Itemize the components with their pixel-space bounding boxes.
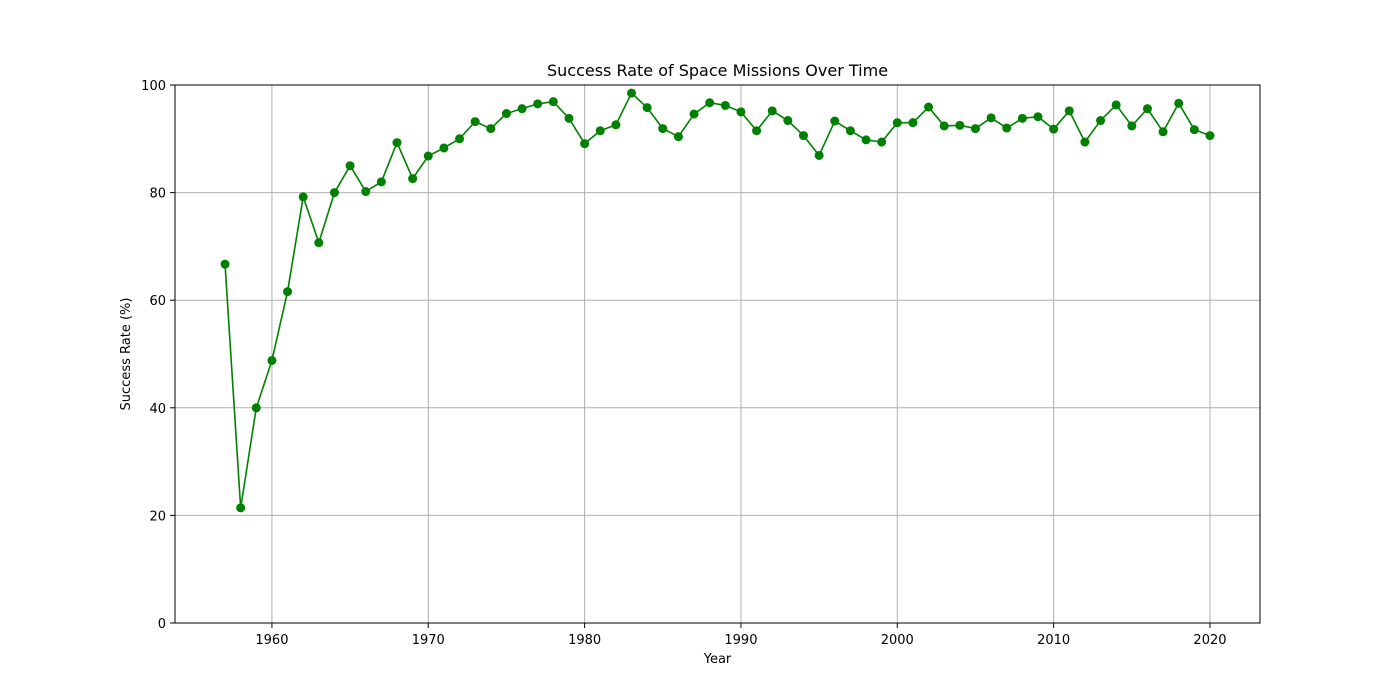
data-point	[220, 259, 230, 269]
data-point	[1080, 137, 1090, 147]
data-point	[767, 106, 777, 116]
data-point	[986, 113, 996, 123]
data-point	[486, 124, 496, 134]
data-point	[580, 139, 590, 149]
data-point	[345, 161, 355, 171]
data-point	[251, 403, 261, 413]
data-point	[877, 137, 887, 147]
data-point	[845, 126, 855, 136]
data-point	[924, 102, 934, 112]
data-point	[329, 188, 339, 198]
data-point	[689, 109, 699, 119]
data-point	[564, 113, 574, 123]
x-tick-label: 1980	[568, 633, 601, 648]
data-point	[783, 116, 793, 126]
data-point	[705, 98, 715, 108]
grid	[175, 85, 1260, 623]
data-point	[1205, 131, 1215, 141]
y-tick-label: 100	[141, 79, 166, 94]
x-tick-label: 1990	[724, 633, 757, 648]
y-tick-label: 60	[149, 294, 166, 309]
data-point	[1111, 100, 1121, 110]
data-point	[423, 151, 433, 161]
data-point	[267, 355, 277, 365]
data-point	[642, 103, 652, 113]
data-point	[1096, 116, 1106, 126]
axis-ticks: 1960 1970 1980 1990 2000 2010 2020 0 20 40 60 80 100	[141, 79, 1226, 648]
data-point	[814, 150, 824, 160]
data-point	[736, 107, 746, 117]
data-point	[595, 126, 605, 136]
plot-area-frame	[174, 84, 1261, 624]
x-tick-label: 2000	[881, 633, 914, 648]
x-tick-label: 2020	[1193, 633, 1226, 648]
x-axis-title: Year	[703, 652, 732, 667]
y-tick-label: 40	[149, 402, 166, 417]
x-tick-label: 1960	[255, 633, 288, 648]
data-point	[236, 503, 246, 513]
data-point	[376, 177, 386, 187]
data-point	[970, 124, 980, 134]
data-point	[1189, 125, 1199, 135]
data-point	[455, 134, 465, 144]
data-point	[501, 109, 511, 119]
data-point	[298, 192, 308, 202]
data-point	[1017, 113, 1027, 123]
data-point	[408, 174, 418, 184]
data-point	[392, 138, 402, 148]
data-point	[1142, 104, 1152, 114]
data-point	[1127, 121, 1137, 131]
data-point	[861, 135, 871, 145]
data-point	[892, 118, 902, 128]
data-point	[752, 126, 762, 136]
x-tick-label: 1970	[412, 633, 445, 648]
data-point	[955, 120, 965, 130]
y-axis-title: Success Rate (%)	[119, 298, 134, 411]
data-point	[1158, 127, 1168, 137]
x-tick-label: 2010	[1037, 633, 1070, 648]
data-point	[1033, 112, 1043, 122]
series-layer	[220, 88, 1215, 513]
data-point	[627, 88, 637, 98]
data-point	[548, 97, 558, 107]
data-point	[533, 99, 543, 109]
data-point	[361, 187, 371, 197]
data-point	[1174, 98, 1184, 108]
data-point	[1049, 124, 1059, 134]
data-point	[283, 287, 293, 297]
data-point	[517, 104, 527, 114]
data-point	[611, 120, 621, 130]
data-point	[939, 121, 949, 131]
data-point	[798, 131, 808, 141]
data-point	[908, 118, 918, 128]
data-point	[720, 100, 730, 110]
data-point	[470, 117, 480, 127]
y-tick-label: 80	[149, 187, 166, 202]
data-point	[1002, 123, 1012, 133]
data-point	[673, 132, 683, 142]
y-tick-label: 20	[149, 509, 166, 524]
data-point	[658, 124, 668, 134]
series-line	[224, 91, 1211, 508]
data-point	[314, 238, 324, 248]
data-point	[1064, 106, 1074, 116]
data-point	[830, 116, 840, 126]
y-tick-label: 0	[158, 617, 166, 632]
chart-title: Success Rate of Space Missions Over Time	[547, 61, 888, 80]
data-point	[439, 143, 449, 153]
